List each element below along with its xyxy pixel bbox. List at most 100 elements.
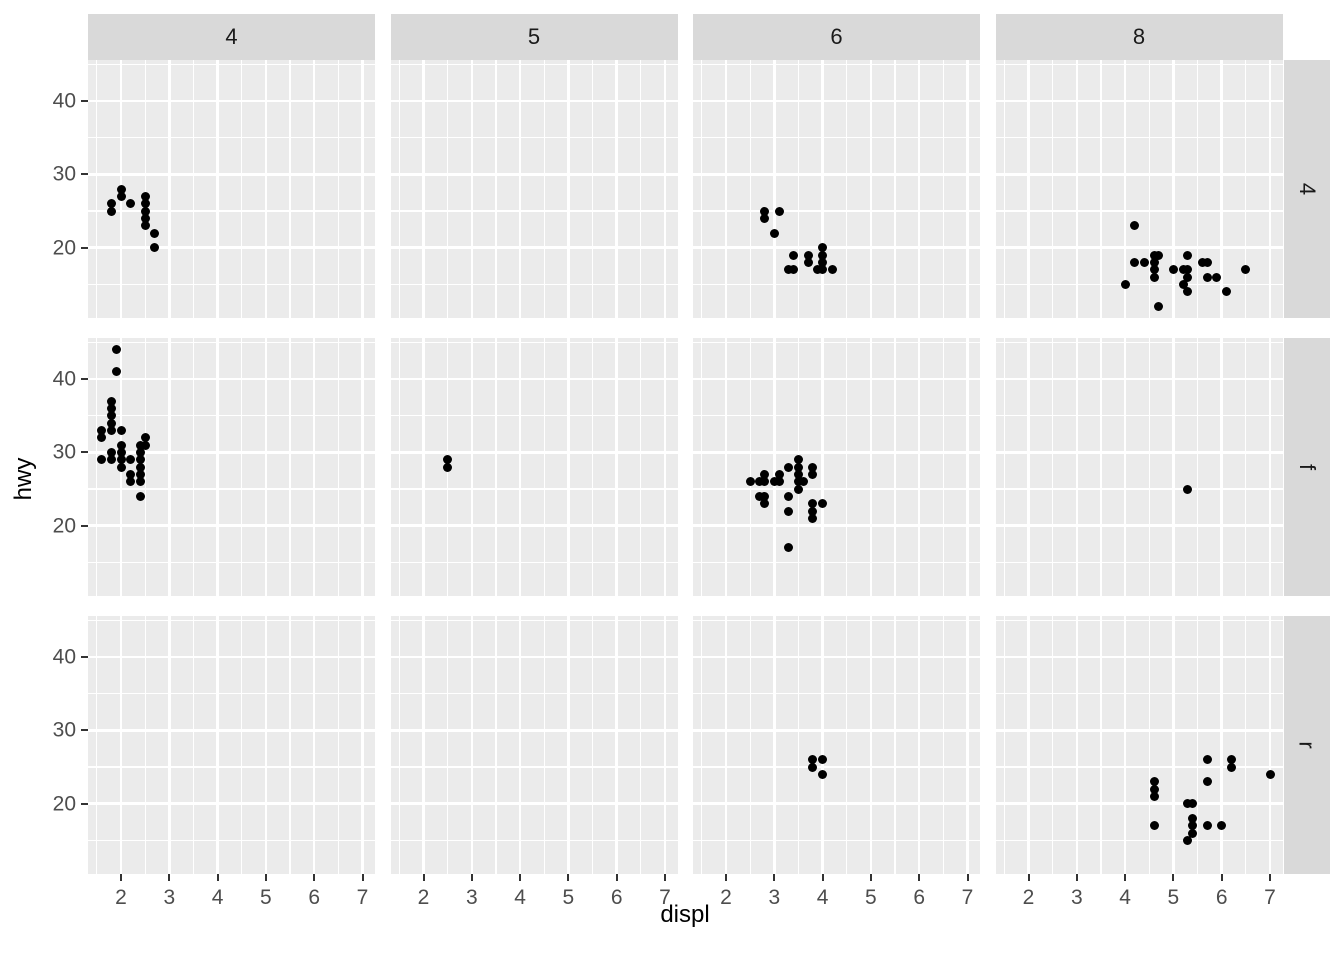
gridline-x-major [966,616,969,874]
gridline-x-minor [1100,60,1102,318]
data-point [794,477,803,487]
gridline-x-minor [241,616,243,874]
gridline-x-minor [495,338,497,596]
gridline-y-major [88,802,375,805]
gridline-x-minor [398,60,400,318]
gridline-x-major [567,338,570,596]
gridline-x-major [917,60,921,318]
gridline-x-major [773,60,776,318]
gridline-y-minor [88,561,375,563]
x-tick-label: 7 [1264,886,1276,909]
data-point [443,455,453,465]
x-tick-label: 3 [1070,886,1083,909]
gridline-y-major [995,246,1283,249]
gridline-y-major [390,655,678,659]
gridline-y-minor [693,693,980,695]
facet-strip-row: f [1284,338,1330,596]
data-point [794,484,803,494]
x-tick-label: 5 [1167,886,1180,909]
x-tick-mark [1269,874,1271,881]
y-axis-title: hwy [10,457,37,501]
data-point [1149,791,1159,801]
gridline-y-minor [995,619,1283,621]
data-point [140,199,150,209]
gridline-x-major [1027,338,1030,596]
facet-panel [693,338,980,596]
x-tick-mark [725,874,727,881]
y-tick-mark [81,246,88,249]
gridline-y-major [390,451,678,454]
gridline-y-major [390,524,678,527]
gridline-y-minor [693,137,980,139]
facet-strip-col-label: 6 [830,24,843,49]
data-point [769,477,779,487]
data-point [1168,265,1178,275]
y-tick-label: 20 [52,514,76,538]
data-point [106,411,116,421]
data-point [1202,272,1212,282]
x-tick-mark [313,874,316,881]
gridline-y-minor [88,63,375,65]
y-tick-label: 20 [52,236,76,260]
gridline-x-major [615,616,618,874]
data-point [1120,279,1130,289]
data-point [789,265,799,275]
x-tick-mark [264,874,267,881]
gridline-y-minor [88,488,375,490]
gridline-x-minor [1245,338,1247,596]
gridline-x-minor [543,616,545,874]
data-point [1178,265,1188,275]
gridline-y-minor [390,561,678,563]
x-tick-mark [918,874,921,881]
gridline-y-minor [995,693,1283,695]
data-point [808,462,818,472]
data-point [803,250,813,260]
data-point [1202,777,1212,787]
gridline-y-major [693,524,980,527]
gridline-x-major [518,60,522,318]
gridline-y-major [995,729,1283,732]
gridline-y-major [390,377,678,381]
gridline-y-major [995,802,1283,805]
gridline-x-minor [289,338,291,596]
data-point [784,265,794,275]
gridline-x-major [1220,616,1223,874]
data-point [140,221,150,231]
data-point [798,477,808,487]
data-point [1149,265,1159,275]
gridline-y-major [693,802,980,805]
facet-strip-row: r [1284,616,1330,874]
x-tick-mark [773,874,776,881]
gridline-x-minor [1100,338,1102,596]
y-tick-mark [81,802,88,805]
y-tick-mark [81,377,88,380]
gridline-x-minor [701,338,703,596]
gridline-y-minor [390,839,678,841]
gridline-x-minor [640,60,642,318]
gridline-x-major [663,616,667,874]
x-tick-mark [470,874,473,881]
data-point [794,462,803,472]
gridline-x-minor [1003,616,1005,874]
gridline-x-minor [640,338,642,596]
data-point [140,191,150,201]
data-point [140,206,150,216]
gridline-x-minor [495,60,497,318]
gridline-x-minor [749,338,751,596]
facet-strip-col: 4 [88,14,375,60]
gridline-x-major [264,338,268,596]
gridline-x-minor [1196,338,1199,596]
gridline-y-minor [995,210,1283,212]
data-point [106,447,116,457]
gridline-y-minor [88,619,375,621]
data-point [97,433,107,443]
gridline-x-minor [591,60,594,318]
gridline-y-major [390,729,678,732]
gridline-y-minor [995,488,1283,490]
gridline-x-minor [846,616,848,874]
gridline-x-minor [447,616,449,874]
data-point [126,477,136,487]
gridline-x-major [264,616,268,874]
gridline-x-minor [447,60,449,318]
gridline-y-major [390,246,678,249]
